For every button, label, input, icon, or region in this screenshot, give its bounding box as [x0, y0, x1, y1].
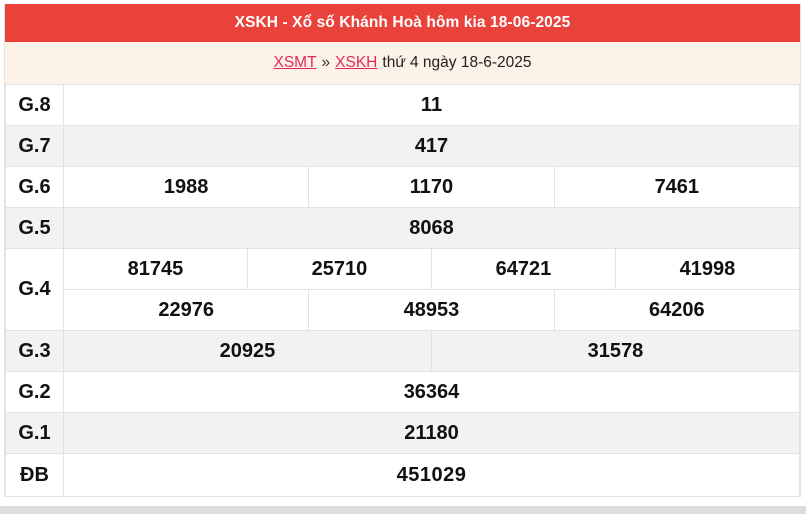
lottery-results-widget: XSKH - Xổ số Khánh Hoà hôm kia 18-06-202…: [4, 4, 801, 497]
prize-value: 64721: [430, 248, 616, 290]
prize-value: 1170: [308, 166, 555, 208]
prize-value: 25710: [246, 248, 432, 290]
page-title: XSKH - Xổ số Khánh Hoà hôm kia 18-06-202…: [234, 14, 571, 31]
breadcrumb-link-xsmt[interactable]: XSMT: [273, 54, 317, 71]
prize-value: 8068: [63, 207, 800, 249]
table-row-g5: G.5 8068: [5, 207, 800, 249]
prize-label: G.7: [5, 125, 64, 167]
prize-label: G.1: [5, 412, 64, 454]
prize-label: G.2: [5, 371, 64, 413]
prize-value: 21180: [63, 412, 800, 454]
results-title-bar: XSKH - Xổ số Khánh Hoà hôm kia 18-06-202…: [5, 4, 800, 42]
table-row-g4a: G.4 81745 25710 64721 41998: [5, 248, 801, 331]
prize-label: G.4: [5, 248, 64, 331]
prize-value: 36364: [63, 371, 800, 413]
table-row-g8: G.8 11: [5, 84, 800, 126]
prize-value: 41998: [614, 248, 801, 290]
table-row-g1: G.1 21180: [5, 412, 800, 454]
table-row-g6: G.6 1988 1170 7461: [5, 166, 801, 208]
breadcrumb-separator: »: [321, 54, 331, 71]
prize-label: ĐB: [5, 453, 64, 497]
prize-label: G.6: [5, 166, 64, 208]
page-divider: [0, 506, 806, 514]
prize-value-jackpot: 451029: [63, 453, 800, 497]
prize-value: 64206: [553, 289, 801, 331]
results-table: G.8 11 G.7 417 G.6 1988 1170 7461 G.5 80…: [5, 84, 801, 497]
table-row-g4b: 22976 48953 64206: [6, 289, 801, 331]
table-row-db: ĐB 451029: [5, 453, 800, 497]
prize-label: G.3: [5, 330, 64, 372]
prize-value: 48953: [308, 289, 555, 331]
prize-label: G.5: [5, 207, 64, 249]
breadcrumb: XSMT » XSKH thứ 4 ngày 18-6-2025: [5, 42, 800, 84]
prize-label: G.8: [5, 84, 64, 126]
prize-value: 7461: [553, 166, 801, 208]
breadcrumb-link-xskh[interactable]: XSKH: [335, 54, 378, 71]
prize-value: 31578: [430, 330, 801, 372]
prize-value: 1988: [62, 166, 310, 208]
table-row-g3: G.3 20925 31578: [5, 330, 801, 372]
table-row-g2: G.2 36364: [5, 371, 800, 413]
breadcrumb-date: thứ 4 ngày 18-6-2025: [382, 54, 532, 71]
table-row-g7: G.7 417: [5, 125, 800, 167]
prize-value: 22976: [62, 289, 310, 331]
prize-value: 417: [63, 125, 800, 167]
prize-value: 11: [63, 84, 800, 126]
prize-value: 20925: [63, 330, 432, 372]
prize-value: 81745: [63, 248, 248, 290]
